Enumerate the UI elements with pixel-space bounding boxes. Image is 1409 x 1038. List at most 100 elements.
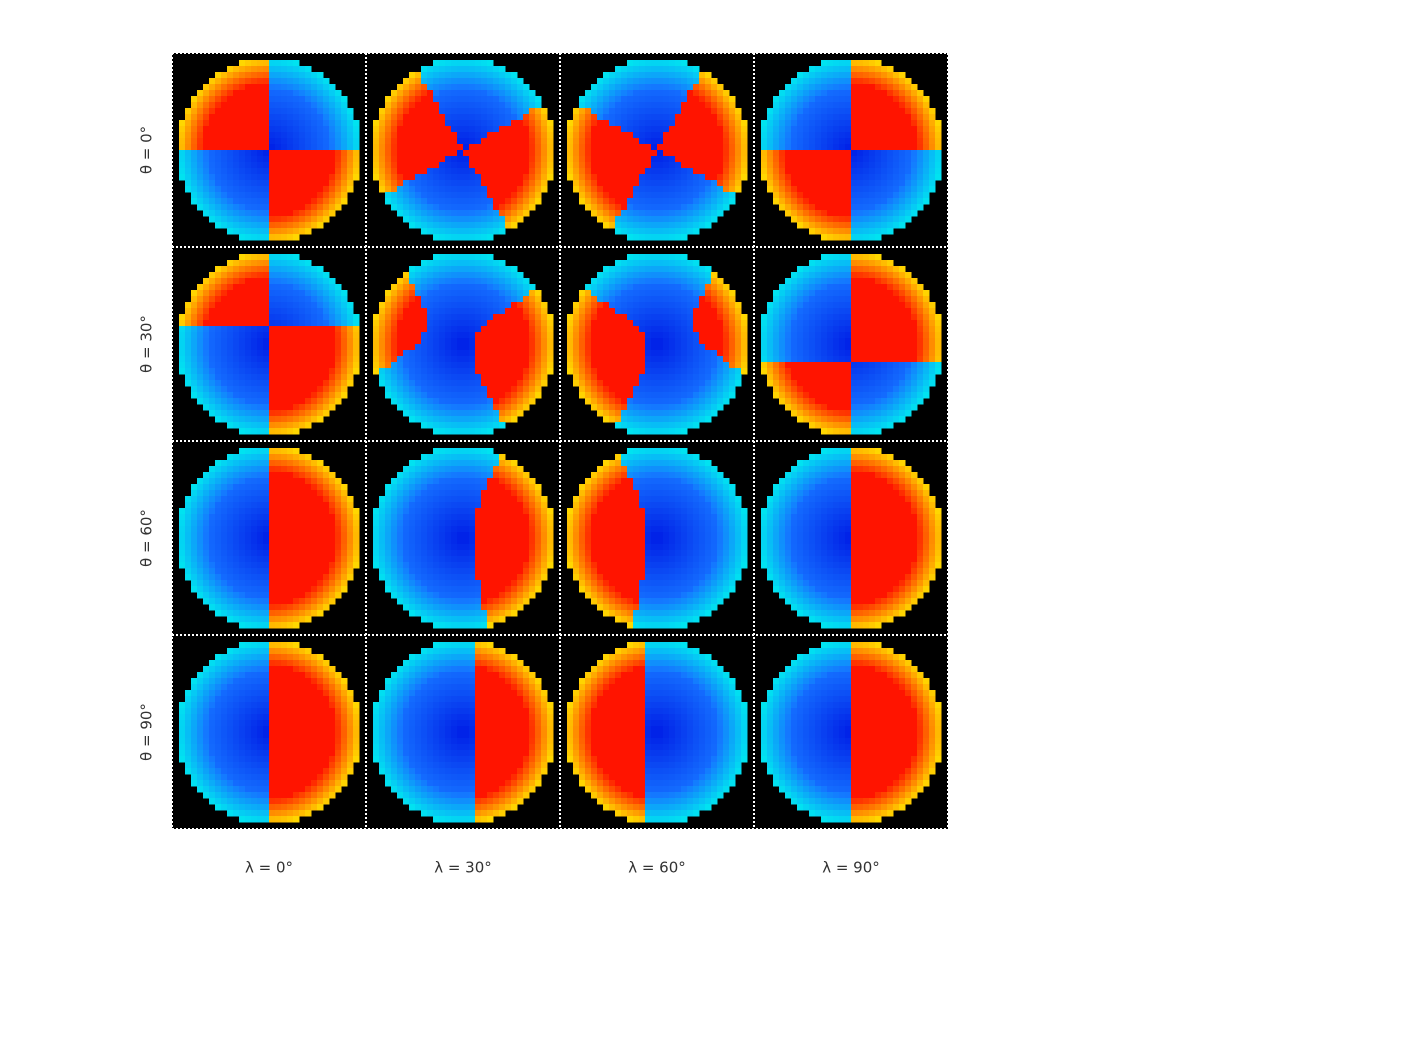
pixel [245,290,252,297]
pixel [815,114,822,121]
pixel [305,66,312,73]
pixel [311,120,318,127]
pixel [923,138,930,145]
pixel [681,96,688,103]
pixel [215,120,222,127]
pixel [445,132,452,139]
pixel [433,216,440,223]
pixel [573,314,580,321]
pixel [421,210,428,217]
pixel [317,222,324,229]
pixel [803,204,810,211]
pixel [857,60,864,67]
pixel [311,84,318,91]
pixel [191,150,198,157]
pixel [803,138,810,145]
pixel [523,368,530,375]
pixel [305,368,312,375]
pixel [505,150,512,157]
pixel [409,84,416,91]
pixel [421,72,428,79]
pixel [845,174,852,181]
pixel [215,102,222,109]
pixel [305,410,312,417]
pixel [675,204,682,211]
pixel [439,308,446,315]
pixel [463,150,470,157]
pixel [591,186,598,193]
pixel [245,90,252,97]
pixel [717,102,724,109]
pixel [705,344,712,351]
pixel [809,96,816,103]
pixel [585,186,592,193]
pixel [791,102,798,109]
pixel [287,132,294,139]
pixel [445,428,452,435]
pixel [191,126,198,133]
pixel [299,66,306,73]
pixel [699,332,706,339]
pixel [251,222,258,229]
pixel [639,132,646,139]
pixel [761,132,768,139]
pixel [535,150,542,157]
pixel [245,126,252,133]
pixel [511,84,518,91]
pixel [541,320,548,327]
pixel [621,78,628,85]
pixel [621,210,628,217]
pixel [245,278,252,285]
pixel [687,338,694,345]
pixel [681,66,688,73]
pixel [657,302,664,309]
pixel [215,386,222,393]
pixel [317,216,324,223]
pixel [711,386,718,393]
pixel [415,186,422,193]
pixel [591,174,598,181]
pixel [729,132,736,139]
pixel [669,296,676,303]
pixel [657,308,664,315]
pixel [463,66,470,73]
pixel [347,120,354,127]
pixel [385,362,392,369]
pixel [663,314,670,321]
pixel [445,320,452,327]
pixel [517,168,524,175]
pixel [353,332,360,339]
pixel [899,174,906,181]
pixel [845,102,852,109]
pixel [675,144,682,151]
pixel [597,296,604,303]
pixel [645,102,652,109]
pixel [705,338,712,345]
pixel [693,120,700,127]
pixel [469,296,476,303]
pixel [705,192,712,199]
pixel [597,78,604,85]
pixel [893,168,900,175]
pixel [499,386,506,393]
pixel [851,144,858,151]
pixel [463,114,470,121]
pixel [687,222,694,229]
pixel [761,162,768,169]
pixel [881,156,888,163]
pixel [723,302,730,309]
pixel [293,290,300,297]
pixel [809,102,816,109]
pixel [869,72,876,79]
pixel [505,416,512,423]
pixel [681,144,688,151]
pixel [269,174,276,181]
pixel [221,90,228,97]
pixel [341,326,348,333]
pixel [893,186,900,193]
pixel [323,284,330,291]
pixel [735,380,742,387]
pixel [203,338,210,345]
pixel [911,174,918,181]
pixel [735,162,742,169]
